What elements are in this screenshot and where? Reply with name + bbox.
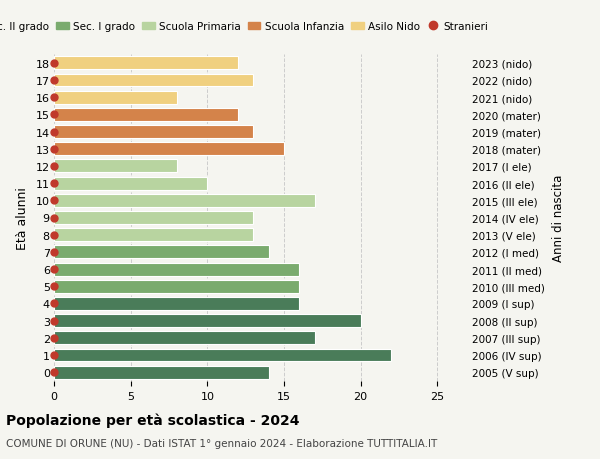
Point [49, 180, 59, 187]
Bar [54, 109, 238, 122]
Bar [54, 160, 176, 173]
Bar [54, 366, 269, 379]
Point [49, 146, 59, 153]
Point [49, 300, 59, 308]
Y-axis label: Anni di nascita: Anni di nascita [553, 174, 565, 262]
Y-axis label: Età alunni: Età alunni [16, 187, 29, 249]
Point [49, 317, 59, 325]
Point [49, 214, 59, 222]
Point [49, 60, 59, 67]
Bar [54, 263, 299, 276]
Point [49, 266, 59, 273]
Bar [54, 91, 176, 104]
Point [49, 112, 59, 119]
Bar [54, 349, 391, 362]
Bar [54, 297, 299, 310]
Point [49, 94, 59, 101]
Bar [54, 143, 284, 156]
Point [49, 197, 59, 205]
Bar [54, 195, 314, 207]
Bar [54, 229, 253, 241]
Bar [54, 212, 253, 224]
Text: COMUNE DI ORUNE (NU) - Dati ISTAT 1° gennaio 2024 - Elaborazione TUTTITALIA.IT: COMUNE DI ORUNE (NU) - Dati ISTAT 1° gen… [6, 438, 437, 448]
Point [49, 231, 59, 239]
Bar [54, 246, 269, 259]
Point [49, 249, 59, 256]
Bar [54, 177, 208, 190]
Point [49, 163, 59, 170]
Legend: Sec. II grado, Sec. I grado, Scuola Primaria, Scuola Infanzia, Asilo Nido, Stran: Sec. II grado, Sec. I grado, Scuola Prim… [0, 18, 493, 36]
Point [49, 369, 59, 376]
Point [49, 77, 59, 84]
Bar [54, 332, 314, 345]
Point [49, 129, 59, 136]
Bar [54, 126, 253, 139]
Bar [54, 74, 253, 87]
Point [49, 352, 59, 359]
Point [49, 335, 59, 342]
Text: Popolazione per età scolastica - 2024: Popolazione per età scolastica - 2024 [6, 413, 299, 428]
Bar [54, 314, 361, 327]
Bar [54, 280, 299, 293]
Point [49, 283, 59, 290]
Bar [54, 57, 238, 70]
